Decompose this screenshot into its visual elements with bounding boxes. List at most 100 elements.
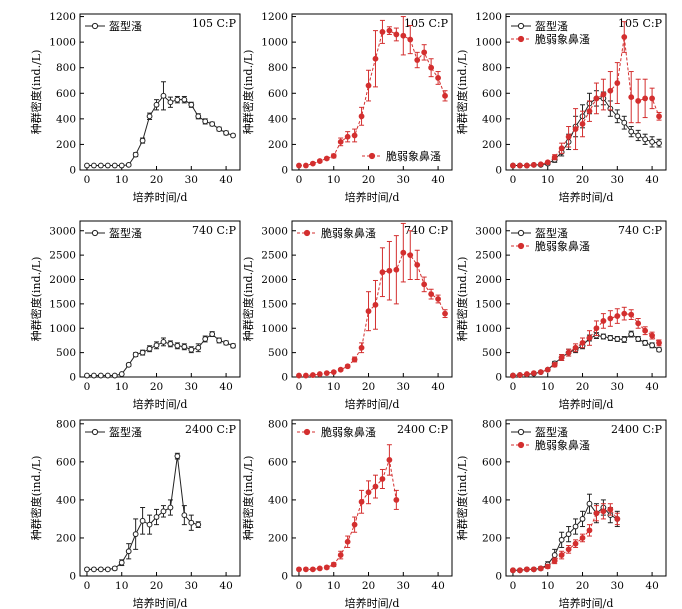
y-axis-label: 种群密度(ind./L) <box>241 257 255 342</box>
data-point <box>84 162 90 169</box>
data-point <box>551 552 558 558</box>
data-point <box>358 113 365 120</box>
data-point <box>656 346 662 353</box>
data-point <box>649 95 655 102</box>
y-axis-label: 种群密度(ind./L) <box>29 50 43 135</box>
data-point <box>510 162 516 169</box>
data-point <box>216 126 223 132</box>
x-axis-label: 培养时间/d <box>559 596 614 609</box>
data-point <box>400 249 407 256</box>
data-point <box>97 372 104 379</box>
y-tick-label: 3000 <box>475 225 502 237</box>
legend-label: 盔型溞 <box>535 425 568 439</box>
x-tick-label: 10 <box>115 174 128 186</box>
data-point <box>386 27 393 34</box>
plot-frame <box>79 419 241 577</box>
x-tick-label: 0 <box>296 580 303 592</box>
x-tick-label: 0 <box>296 174 303 186</box>
data-point <box>209 331 216 338</box>
data-point <box>558 145 565 152</box>
x-tick-label: 40 <box>645 381 658 393</box>
y-tick-label: 3000 <box>49 225 76 237</box>
panel-title: 2400 C:P <box>611 423 663 436</box>
panel-title: 740 C:P <box>192 224 237 237</box>
x-tick-label: 30 <box>397 580 410 592</box>
data-point <box>296 566 302 573</box>
data-point <box>435 296 441 302</box>
data-point <box>428 64 435 71</box>
y-tick-label: 2500 <box>49 250 76 262</box>
data-point <box>372 301 379 308</box>
x-tick-label: 20 <box>150 381 163 393</box>
data-point <box>614 336 621 342</box>
x-tick-label: 10 <box>541 174 554 186</box>
data-point <box>642 95 649 102</box>
y-axis-label: 种群密度(ind./L) <box>241 50 255 135</box>
data-point <box>309 566 316 573</box>
y-tick-label: 600 <box>56 456 76 468</box>
x-tick-label: 20 <box>362 381 375 393</box>
y-tick-label: 1200 <box>49 11 76 23</box>
data-point <box>84 372 90 379</box>
plot-frame <box>505 220 667 378</box>
x-tick-label: 0 <box>510 381 517 393</box>
data-point <box>139 137 146 144</box>
x-tick-label: 20 <box>150 580 163 592</box>
x-tick-label: 40 <box>645 580 658 592</box>
series-line <box>298 252 446 377</box>
data-point <box>572 540 579 547</box>
panel-title: 105 C:P <box>618 17 663 30</box>
data-point <box>614 313 621 319</box>
legend-label: 脆弱象鼻溞 <box>535 32 590 46</box>
data-point <box>146 521 153 528</box>
x-tick-label: 20 <box>576 381 589 393</box>
data-point <box>635 132 642 139</box>
data-point <box>296 162 302 169</box>
legend-item-A: 盔型溞 <box>85 19 142 33</box>
series-B <box>510 21 662 169</box>
data-point <box>337 366 344 373</box>
data-point <box>118 162 125 169</box>
legend: 盔型溞 <box>85 19 142 33</box>
data-point <box>303 566 309 573</box>
x-tick-label: 30 <box>611 381 624 393</box>
y-tick-label: 800 <box>268 62 288 74</box>
data-point <box>104 162 111 169</box>
data-point <box>160 92 167 99</box>
legend: 脆弱象鼻溞 <box>362 149 441 163</box>
data-point <box>621 34 628 40</box>
data-point <box>202 118 209 125</box>
data-point <box>132 531 139 538</box>
data-point <box>517 372 523 378</box>
data-point <box>600 508 607 515</box>
chart-panel-9: 0 10 20 30 400200400600800培养时间/d种群密度(ind./L)… <box>455 418 667 609</box>
data-point <box>316 158 323 164</box>
y-tick-label: 2000 <box>475 274 502 286</box>
y-tick-label: 1000 <box>261 37 288 49</box>
y-tick-label: 200 <box>268 532 288 544</box>
x-axis-label: 培养时间/d <box>559 397 614 411</box>
x-tick-label: 40 <box>431 381 444 393</box>
series-A <box>84 331 236 379</box>
data-point <box>303 372 309 379</box>
data-point <box>572 523 579 530</box>
data-point <box>365 489 372 496</box>
data-point <box>118 371 125 377</box>
data-point <box>428 291 435 298</box>
data-point <box>517 162 523 169</box>
legend-marker <box>91 22 99 30</box>
data-point <box>600 318 607 324</box>
data-point <box>351 521 358 528</box>
data-point <box>510 372 516 379</box>
y-tick-label: 600 <box>268 88 288 100</box>
x-tick-label: 30 <box>185 174 198 186</box>
data-point <box>230 342 236 349</box>
y-axis-label: 种群密度(ind./L) <box>29 257 43 342</box>
y-tick-label: 600 <box>482 456 502 468</box>
panel-title: 740 C:P <box>618 224 663 237</box>
data-point <box>223 130 229 136</box>
data-point <box>330 561 337 568</box>
data-point <box>544 159 551 166</box>
data-point <box>132 151 139 158</box>
x-tick-label: 0 <box>296 381 303 393</box>
